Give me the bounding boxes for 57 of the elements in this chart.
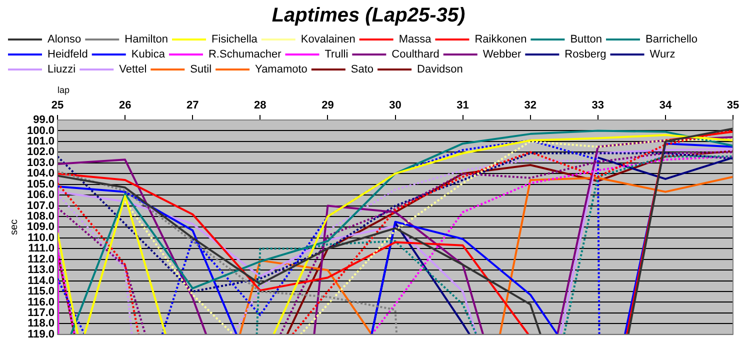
- x-tick-label: 26: [118, 99, 132, 112]
- x-axis-title: lap: [58, 84, 70, 95]
- legend-label: Kovalainen: [300, 34, 356, 46]
- legend-label: Kubica: [131, 48, 166, 61]
- y-tick-label: 100.0: [26, 124, 55, 137]
- y-tick-label: 110.0: [28, 232, 55, 244]
- y-tick-label: 117.0: [28, 306, 55, 319]
- y-tick-label: 111.0: [28, 242, 55, 255]
- y-tick-label: 114.0: [28, 274, 55, 287]
- x-tick-label: 34: [659, 99, 672, 112]
- y-tick-label: 118.0: [28, 318, 55, 330]
- legend-label: Yamamoto: [255, 64, 308, 76]
- legend-label: Barrichello: [645, 34, 698, 46]
- y-tick-label: 112.0: [28, 253, 55, 266]
- x-tick-label: 27: [186, 99, 199, 112]
- x-tick-label: 35: [726, 99, 740, 112]
- legend-label: Sato: [350, 64, 374, 76]
- legend-label: Coulthard: [392, 48, 440, 61]
- legend-label: Massa: [398, 34, 432, 46]
- legend-label: Alonso: [48, 34, 82, 46]
- y-tick-label: 101.0: [26, 135, 55, 148]
- legend-label: Sutil: [190, 64, 212, 76]
- legend-label: Button: [570, 34, 602, 46]
- legend-label: Webber: [482, 48, 522, 61]
- y-tick-label: 108.0: [26, 210, 55, 223]
- legend-label: Hamilton: [124, 34, 168, 46]
- y-tick-label: 105.0: [26, 178, 55, 190]
- legend-label: Liuzzi: [48, 64, 76, 76]
- legend-label: Fisichella: [212, 34, 258, 46]
- y-axis-title: sec: [8, 219, 20, 235]
- x-tick-label: 28: [254, 99, 266, 112]
- y-tick-label: 106.0: [26, 189, 55, 202]
- y-tick-label: 107.0: [26, 200, 55, 212]
- x-tick-label: 25: [51, 99, 64, 112]
- y-tick-label: 115.0: [28, 286, 55, 298]
- legend-label: Rosberg: [564, 48, 606, 61]
- legend-label: Wurz: [650, 48, 676, 61]
- y-tick-label: 109.0: [26, 221, 55, 234]
- legend-label: Raikkonen: [474, 34, 527, 46]
- x-tick-label: 30: [389, 99, 402, 112]
- legend-label: R.Schumacher: [208, 48, 282, 61]
- chart-title: Laptimes (Lap25-35): [272, 4, 466, 27]
- y-tick-label: 103.0: [26, 156, 55, 169]
- y-tick-label: 104.0: [26, 168, 55, 180]
- x-tick-label: 31: [456, 99, 469, 112]
- legend-label: Davidson: [417, 64, 463, 76]
- x-tick-label: 29: [322, 99, 334, 112]
- legend-label: Heidfeld: [48, 48, 88, 61]
- x-tick-label: 32: [524, 99, 536, 112]
- y-tick-label: 119.0: [28, 328, 55, 340]
- y-tick-label: 99.0: [33, 114, 55, 126]
- y-tick-label: 116.0: [28, 296, 55, 308]
- legend-label: Trulli: [324, 48, 348, 61]
- y-tick-label: 102.0: [26, 146, 55, 158]
- y-tick-label: 113.0: [28, 264, 55, 276]
- x-tick-label: 33: [592, 99, 604, 112]
- legend-label: Vettel: [119, 64, 147, 76]
